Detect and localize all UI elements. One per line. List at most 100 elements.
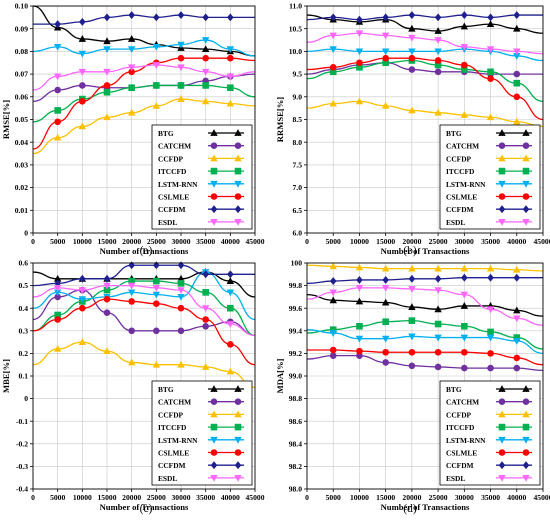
data-point bbox=[460, 334, 469, 342]
y-tick-label: 8.0 bbox=[293, 138, 303, 147]
data-point bbox=[153, 300, 160, 307]
data-point bbox=[513, 117, 521, 125]
data-point bbox=[356, 63, 363, 71]
series-line bbox=[306, 100, 544, 127]
legend-label: CCFDP bbox=[446, 410, 472, 419]
data-point bbox=[487, 75, 494, 82]
data-point bbox=[461, 61, 468, 69]
data-point bbox=[381, 101, 390, 109]
data-point bbox=[460, 22, 469, 30]
data-point bbox=[78, 35, 87, 42]
data-point bbox=[128, 327, 135, 335]
series-line bbox=[32, 271, 256, 321]
data-point bbox=[226, 321, 235, 328]
x-tick-label: 45000 bbox=[534, 237, 550, 246]
legend-marker bbox=[498, 219, 506, 226]
legend-label: ITCCFD bbox=[158, 423, 186, 432]
data-point bbox=[127, 289, 136, 297]
x-tick-label: 15000 bbox=[98, 493, 117, 502]
legend-marker bbox=[234, 385, 242, 392]
data-point bbox=[53, 284, 62, 292]
y-tick-label: 0.5 bbox=[19, 281, 29, 290]
data-point bbox=[381, 284, 390, 292]
series-line bbox=[306, 57, 544, 121]
y-tick-label: 6.5 bbox=[293, 206, 303, 215]
data-point bbox=[487, 13, 494, 22]
data-point bbox=[226, 99, 235, 107]
legend-marker bbox=[210, 205, 218, 214]
legend-marker bbox=[522, 154, 530, 162]
data-point bbox=[356, 352, 363, 359]
data-point bbox=[381, 48, 390, 56]
series-line bbox=[306, 14, 544, 34]
data-point bbox=[408, 66, 416, 73]
legend-label: LSTM-RNN bbox=[446, 436, 486, 445]
data-point bbox=[128, 84, 135, 92]
series-line bbox=[306, 62, 543, 75]
legend-marker bbox=[498, 398, 506, 406]
legend-marker bbox=[522, 410, 530, 418]
series-btg bbox=[306, 293, 544, 317]
series-lstm-rnn bbox=[306, 46, 544, 62]
data-point bbox=[434, 287, 442, 295]
x-axis-label: Number of Transactions bbox=[381, 246, 470, 256]
series-line bbox=[32, 298, 256, 366]
legend-marker bbox=[234, 475, 242, 482]
data-point bbox=[79, 82, 86, 89]
legend-marker bbox=[498, 410, 506, 418]
data-point bbox=[461, 364, 468, 372]
data-point bbox=[177, 294, 185, 301]
chart-panel: 0 5000 10000 15000 20000 25000 30000 35000 40000… bbox=[1, 259, 265, 515]
data-point bbox=[78, 68, 87, 76]
legend-label: LSTM-RNN bbox=[158, 180, 198, 189]
data-point bbox=[127, 46, 136, 54]
legend-marker bbox=[234, 219, 242, 226]
data-point bbox=[54, 20, 61, 29]
data-point bbox=[53, 133, 62, 141]
data-point bbox=[201, 97, 210, 105]
y-tick-label: 0.02 bbox=[15, 183, 28, 192]
data-point bbox=[103, 347, 111, 355]
legend-marker bbox=[234, 436, 242, 444]
x-tick-label: 45000 bbox=[246, 237, 265, 246]
data-point bbox=[434, 363, 442, 371]
data-point bbox=[356, 276, 363, 284]
data-point bbox=[202, 13, 209, 22]
data-point bbox=[355, 97, 364, 105]
x-tick-label: 25000 bbox=[147, 237, 166, 246]
data-point bbox=[201, 305, 210, 313]
legend-box bbox=[439, 124, 541, 230]
x-tick-label: 35000 bbox=[481, 237, 500, 246]
series-line bbox=[32, 341, 256, 388]
data-point bbox=[434, 13, 442, 22]
x-tick-label: 10000 bbox=[350, 237, 369, 246]
x-tick-label: 5000 bbox=[50, 493, 65, 502]
y-tick-label: -0.3 bbox=[16, 462, 28, 471]
legend-label: CATCHM bbox=[446, 398, 479, 407]
x-tick-label: 15000 bbox=[376, 237, 395, 246]
legend-marker bbox=[210, 436, 218, 444]
data-point bbox=[53, 43, 62, 51]
data-point bbox=[227, 304, 234, 312]
series-line bbox=[306, 32, 544, 55]
data-point bbox=[53, 73, 62, 81]
data-point bbox=[382, 13, 389, 22]
data-point bbox=[177, 280, 185, 287]
legend-marker bbox=[498, 129, 506, 136]
data-point bbox=[513, 364, 521, 372]
legend-marker bbox=[498, 461, 506, 470]
y-tick-label: 8.5 bbox=[293, 115, 303, 124]
y-tick-label: 98.4 bbox=[289, 439, 302, 448]
legend-marker bbox=[498, 180, 506, 188]
series-line bbox=[32, 98, 256, 155]
legend-marker bbox=[234, 167, 242, 175]
plot-frame bbox=[306, 5, 544, 234]
data-point bbox=[329, 99, 337, 107]
legend-marker bbox=[522, 219, 530, 226]
y-tick-label: 98.6 bbox=[289, 417, 302, 426]
legend: BTG CATCHM CCFDP ITCCFD LSTM-RNN CSLMLE CCFDM E… bbox=[151, 124, 253, 230]
data-point bbox=[329, 326, 337, 333]
legend-marker bbox=[498, 193, 506, 200]
x-tick-label: 20000 bbox=[402, 493, 421, 502]
series-line bbox=[32, 57, 256, 150]
